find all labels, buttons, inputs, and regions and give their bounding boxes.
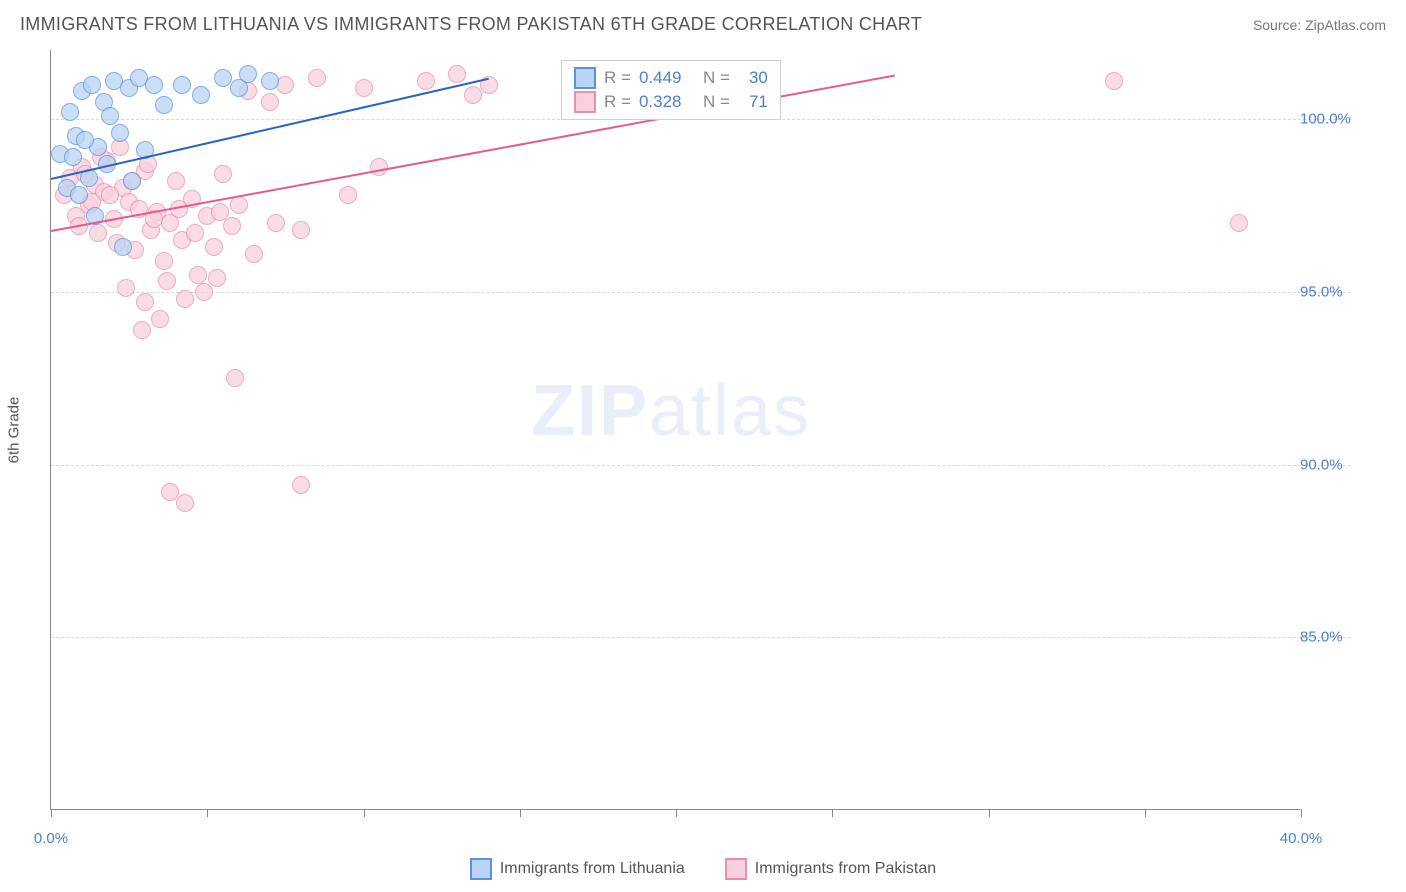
data-point bbox=[176, 494, 194, 512]
data-point bbox=[83, 76, 101, 94]
gridline bbox=[51, 292, 1351, 293]
legend-label: Immigrants from Lithuania bbox=[500, 860, 685, 878]
data-point bbox=[76, 131, 94, 149]
data-point bbox=[189, 266, 207, 284]
data-point bbox=[133, 321, 151, 339]
xtick bbox=[51, 809, 52, 817]
ytick-label: 85.0% bbox=[1300, 629, 1350, 646]
stat-n-value: 30 bbox=[738, 68, 768, 88]
data-point bbox=[261, 72, 279, 90]
data-point bbox=[261, 93, 279, 111]
data-point bbox=[211, 203, 229, 221]
stat-n-label: N = bbox=[703, 92, 730, 112]
data-point bbox=[292, 476, 310, 494]
legend-label: Immigrants from Pakistan bbox=[755, 860, 936, 878]
data-point bbox=[276, 76, 294, 94]
ytick-label: 95.0% bbox=[1300, 283, 1350, 300]
source-label: Source: ZipAtlas.com bbox=[1253, 17, 1386, 33]
chart-area: 6th Grade ZIPatlas R =0.449N =30R =0.328… bbox=[50, 50, 1350, 810]
data-point bbox=[1230, 214, 1248, 232]
stat-r-value: 0.328 bbox=[639, 92, 695, 112]
data-point bbox=[214, 165, 232, 183]
data-point bbox=[195, 283, 213, 301]
data-point bbox=[111, 124, 129, 142]
xtick-label: 0.0% bbox=[34, 830, 68, 847]
data-point bbox=[292, 221, 310, 239]
data-point bbox=[155, 96, 173, 114]
data-point bbox=[158, 272, 176, 290]
data-point bbox=[192, 86, 210, 104]
data-point bbox=[1105, 72, 1123, 90]
stat-n-value: 71 bbox=[738, 92, 768, 112]
data-point bbox=[117, 279, 135, 297]
data-point bbox=[70, 186, 88, 204]
ytick-label: 90.0% bbox=[1300, 456, 1350, 473]
xtick bbox=[832, 809, 833, 817]
stat-row: R = 0.449 N = 30 bbox=[574, 67, 768, 89]
legend-item-lithuania: Immigrants from Lithuania bbox=[470, 858, 685, 880]
stat-r-value: 0.449 bbox=[639, 68, 695, 88]
stat-row: R = 0.328 N = 71 bbox=[574, 91, 768, 113]
data-point bbox=[239, 65, 257, 83]
xtick bbox=[676, 809, 677, 817]
swatch-icon bbox=[574, 91, 596, 113]
data-point bbox=[226, 369, 244, 387]
xtick bbox=[207, 809, 208, 817]
data-point bbox=[267, 214, 285, 232]
xtick bbox=[1301, 809, 1302, 817]
swatch-icon bbox=[470, 858, 492, 880]
plot-region: ZIPatlas R =0.449N =30R =0.328N =71 85.0… bbox=[50, 50, 1300, 810]
xtick bbox=[1145, 809, 1146, 817]
data-point bbox=[101, 107, 119, 125]
data-point bbox=[339, 186, 357, 204]
stat-n-label: N = bbox=[703, 68, 730, 88]
xtick-label: 40.0% bbox=[1280, 830, 1323, 847]
swatch-icon bbox=[725, 858, 747, 880]
data-point bbox=[205, 238, 223, 256]
data-point bbox=[245, 245, 263, 263]
xtick bbox=[364, 809, 365, 817]
data-point bbox=[114, 238, 132, 256]
data-point bbox=[123, 172, 141, 190]
data-point bbox=[151, 310, 169, 328]
stat-box: R = 0.449 N = 30 R = 0.328 N = 71 bbox=[561, 60, 781, 120]
xtick bbox=[989, 809, 990, 817]
data-point bbox=[417, 72, 435, 90]
bottom-legend: Immigrants from Lithuania Immigrants fro… bbox=[0, 858, 1406, 880]
watermark: ZIPatlas bbox=[531, 370, 811, 452]
chart-title: IMMIGRANTS FROM LITHUANIA VS IMMIGRANTS … bbox=[20, 14, 922, 35]
data-point bbox=[448, 65, 466, 83]
ytick-label: 100.0% bbox=[1300, 111, 1350, 128]
data-point bbox=[61, 103, 79, 121]
data-point bbox=[173, 76, 191, 94]
data-point bbox=[167, 172, 185, 190]
data-point bbox=[355, 79, 373, 97]
data-point bbox=[145, 76, 163, 94]
data-point bbox=[464, 86, 482, 104]
data-point bbox=[176, 290, 194, 308]
data-point bbox=[64, 148, 82, 166]
data-point bbox=[223, 217, 241, 235]
legend-item-pakistan: Immigrants from Pakistan bbox=[725, 858, 936, 880]
data-point bbox=[89, 224, 107, 242]
stat-r-label: R = bbox=[604, 68, 631, 88]
gridline bbox=[51, 465, 1351, 466]
data-point bbox=[101, 186, 119, 204]
xtick bbox=[520, 809, 521, 817]
stat-r-label: R = bbox=[604, 92, 631, 112]
y-axis-label: 6th Grade bbox=[6, 397, 23, 464]
swatch-icon bbox=[574, 67, 596, 89]
data-point bbox=[230, 196, 248, 214]
data-point bbox=[186, 224, 204, 242]
gridline bbox=[51, 637, 1351, 638]
data-point bbox=[308, 69, 326, 87]
data-point bbox=[208, 269, 226, 287]
header: IMMIGRANTS FROM LITHUANIA VS IMMIGRANTS … bbox=[0, 0, 1406, 45]
data-point bbox=[136, 293, 154, 311]
data-point bbox=[155, 252, 173, 270]
